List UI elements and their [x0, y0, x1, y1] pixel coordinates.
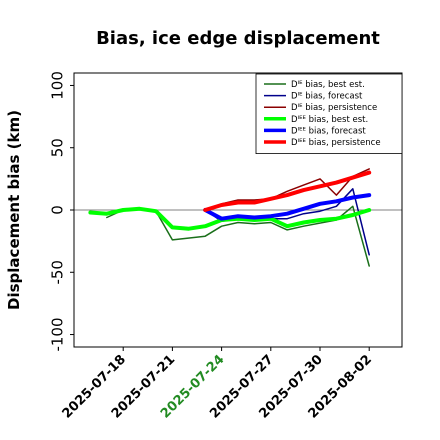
- y-tick-label: 100: [48, 71, 66, 100]
- y-axis-label: Displacement bias (km): [5, 110, 23, 310]
- series-line-5: [203, 170, 372, 212]
- series-line-2: [204, 168, 370, 211]
- legend-label: Dᴵᴱᴱ bias, forecast: [291, 126, 366, 136]
- legend-label: Dᴵᴱᴱ bias, best est.: [291, 115, 368, 125]
- y-tick-label: -100: [48, 318, 66, 352]
- legend: Dᴵᴱ bias, best est.Dᴵᴱ bias, forecastDᴵᴱ…: [255, 73, 403, 154]
- legend-label: Dᴵᴱ bias, forecast: [291, 92, 363, 102]
- series-line-4: [203, 193, 372, 221]
- y-tick-label: -50: [48, 260, 66, 285]
- legend-label: Dᴵᴱ bias, best est.: [291, 80, 365, 90]
- chart-title: Bias, ice edge displacement: [96, 28, 380, 49]
- legend-label: Dᴵᴱᴱ bias, persistence: [291, 138, 381, 148]
- legend-label: Dᴵᴱ bias, persistence: [291, 103, 377, 113]
- y-tick-label: 50: [48, 138, 66, 157]
- y-tick-label: 0: [48, 205, 66, 215]
